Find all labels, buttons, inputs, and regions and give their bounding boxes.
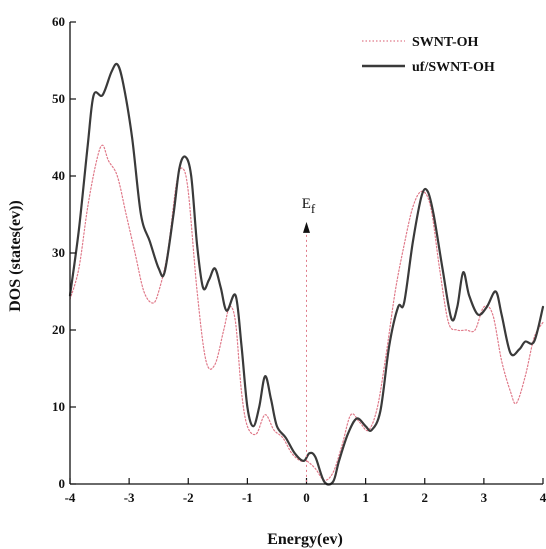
tick-marks: [69, 21, 544, 485]
fermi-level-annotation: Ef: [302, 196, 316, 484]
y-tick-label-4: 40: [52, 168, 65, 183]
y-tick-label-6: 60: [52, 14, 65, 29]
y-tick-label-5: 50: [52, 91, 65, 106]
x-tick-label-5: 1: [362, 490, 369, 505]
x-tick-label-1: -3: [124, 490, 135, 505]
x-axis-title: Energy(ev): [267, 531, 343, 548]
series-line-swnt-oh: [69, 144, 544, 481]
legend: SWNT-OH uf/SWNT-OH: [362, 35, 495, 75]
series-line-uf-swnt-oh: [68, 62, 545, 486]
x-tick-label-2: -2: [183, 490, 194, 505]
x-tick-label-0: -4: [65, 490, 76, 505]
x-tick-label-7: 3: [481, 490, 488, 505]
x-tick-label-8: 4: [540, 490, 546, 505]
fermi-level-label: Ef: [302, 196, 316, 216]
y-axis-title: DOS (states(ev)): [7, 200, 24, 312]
series-lines: [68, 62, 545, 486]
fermi-level-arrow: [303, 221, 310, 233]
y-tick-label-1: 10: [52, 399, 65, 414]
y-tick-label-2: 20: [52, 322, 65, 337]
legend-label-uf-swnt-oh: uf/SWNT-OH: [412, 60, 495, 75]
x-tick-label-3: -1: [242, 490, 253, 505]
y-tick-label-3: 30: [52, 245, 65, 260]
x-tick-label-6: 2: [422, 490, 429, 505]
fermi-level-subscript: f: [311, 201, 316, 216]
y-tick-label-0: 0: [59, 476, 66, 491]
legend-label-swnt-oh: SWNT-OH: [412, 35, 479, 50]
fermi-level-symbol: E: [302, 196, 311, 212]
x-tick-label-4: 0: [303, 490, 310, 505]
